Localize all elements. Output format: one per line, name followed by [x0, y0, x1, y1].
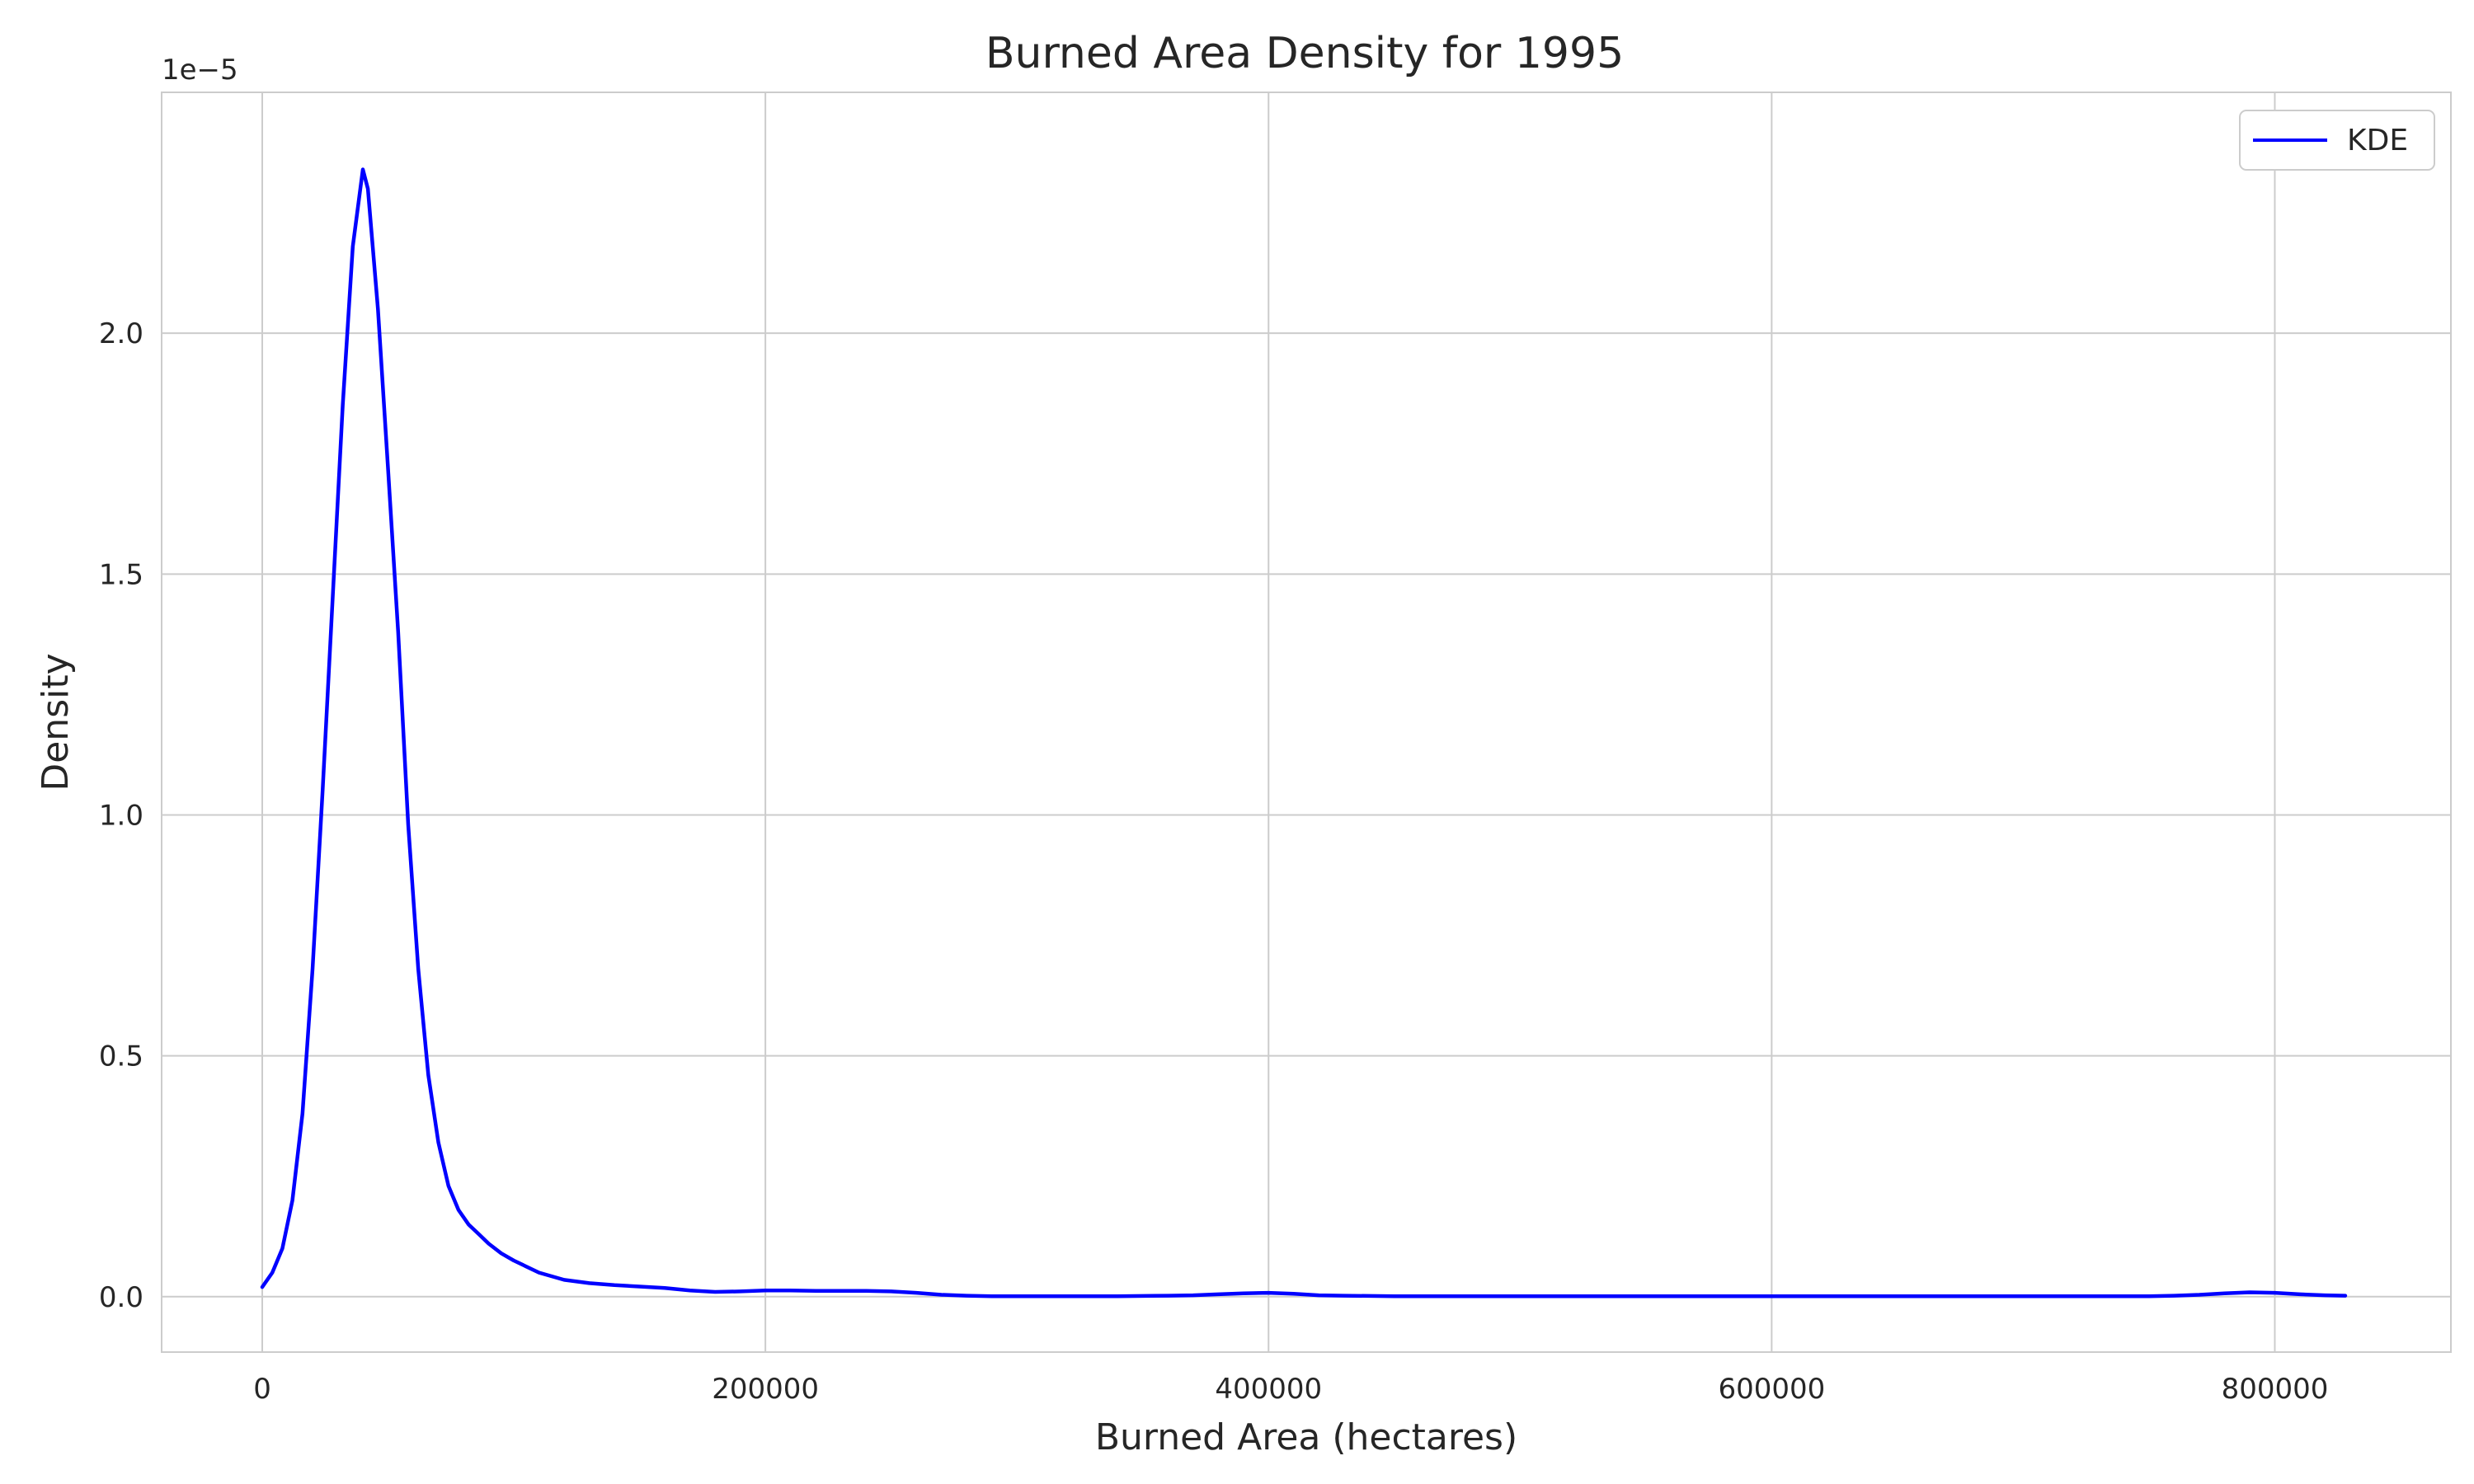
legend: KDE [2239, 110, 2435, 171]
x-tick-label: 800000 [2222, 1373, 2329, 1406]
grid [162, 92, 2451, 1352]
chart-title: Burned Area Density for 1995 [985, 29, 1624, 78]
x-axis-label: Burned Area (hectares) [1095, 1416, 1517, 1458]
x-tick-label: 600000 [1718, 1373, 1825, 1406]
y-tick-label: 1.5 [99, 558, 143, 591]
y-offset-label: 1e−5 [162, 54, 238, 87]
y-axis-label: Density [35, 653, 77, 791]
plot-frame [161, 92, 2452, 1353]
series-layer [260, 167, 2348, 1298]
y-tick-label: 1.0 [99, 799, 143, 832]
legend-box [2239, 110, 2435, 171]
y-tick-label: 0.5 [99, 1040, 143, 1073]
y-tick-label: 2.0 [99, 317, 143, 350]
x-tick-label: 0 [253, 1373, 271, 1406]
y-tick-label: 0.0 [99, 1281, 143, 1314]
series-line-kde [260, 167, 2348, 1298]
axis-ticks: 0 200000 400000 600000 800000 0.0 0.5 1.0 1.5 2.0 [99, 317, 2328, 1406]
x-tick-label: 200000 [712, 1373, 819, 1406]
x-tick-label: 400000 [1215, 1373, 1322, 1406]
legend-label-kde: KDE [2347, 124, 2408, 157]
